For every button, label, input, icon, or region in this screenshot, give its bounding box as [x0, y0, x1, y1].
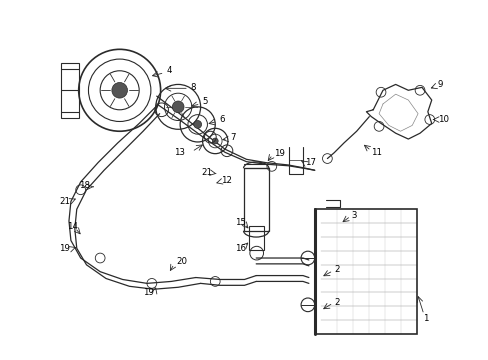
Bar [249, 226, 264, 250]
Bar [61, 63, 79, 118]
Text: 10: 10 [437, 115, 447, 124]
Text: 2: 2 [333, 265, 339, 274]
Text: 19: 19 [273, 149, 284, 158]
Text: 16: 16 [234, 244, 245, 253]
Text: 19: 19 [143, 288, 154, 297]
Bar [314, 209, 416, 334]
Circle shape [172, 101, 183, 113]
Text: 5: 5 [202, 98, 207, 107]
Text: 13: 13 [174, 148, 185, 157]
Text: 1: 1 [422, 314, 427, 323]
Text: 15: 15 [234, 219, 245, 228]
Bar [243, 168, 268, 231]
Text: 9: 9 [437, 80, 442, 89]
Text: 19: 19 [59, 244, 70, 253]
Text: 20: 20 [176, 257, 187, 266]
Circle shape [193, 121, 201, 128]
Text: 2: 2 [333, 298, 339, 307]
Text: 17: 17 [305, 158, 315, 167]
Text: 7: 7 [229, 132, 235, 141]
Circle shape [112, 82, 127, 98]
Text: 21: 21 [201, 168, 212, 177]
Text: 4: 4 [166, 66, 172, 75]
Text: 12: 12 [221, 176, 232, 185]
Text: 6: 6 [219, 115, 224, 124]
Text: 3: 3 [351, 211, 357, 220]
Text: 18: 18 [79, 181, 89, 190]
Text: 8: 8 [190, 83, 196, 92]
Text: 14: 14 [67, 222, 78, 231]
Text: 11: 11 [370, 148, 382, 157]
Text: 21: 21 [59, 197, 70, 206]
Circle shape [212, 138, 218, 144]
